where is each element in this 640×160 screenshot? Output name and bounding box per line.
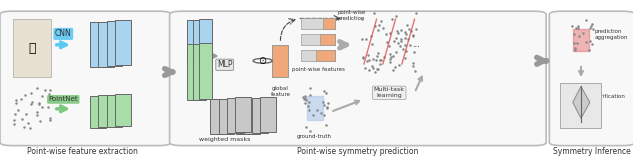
Text: MLP: MLP (217, 60, 232, 69)
FancyBboxPatch shape (301, 34, 335, 45)
FancyBboxPatch shape (260, 97, 276, 132)
FancyBboxPatch shape (199, 19, 212, 59)
Text: ...: ... (116, 44, 124, 52)
FancyBboxPatch shape (170, 11, 546, 146)
FancyBboxPatch shape (99, 95, 114, 127)
FancyBboxPatch shape (560, 83, 601, 128)
Polygon shape (573, 86, 590, 118)
Circle shape (253, 58, 272, 63)
FancyBboxPatch shape (211, 99, 227, 134)
Text: weighted masks: weighted masks (199, 137, 250, 142)
FancyBboxPatch shape (99, 22, 114, 67)
Text: ground-truth: ground-truth (297, 134, 332, 139)
Text: 🪑: 🪑 (28, 41, 35, 55)
Text: point-wise features: point-wise features (292, 67, 345, 72)
Text: ...: ... (116, 108, 124, 116)
FancyBboxPatch shape (235, 97, 251, 132)
FancyBboxPatch shape (187, 20, 199, 60)
FancyBboxPatch shape (193, 44, 205, 100)
Text: global
feature: global feature (270, 86, 291, 97)
Text: point-wise
prediction: point-wise prediction (337, 10, 365, 21)
FancyBboxPatch shape (193, 20, 205, 60)
FancyBboxPatch shape (316, 50, 335, 61)
FancyBboxPatch shape (115, 94, 131, 126)
FancyBboxPatch shape (107, 21, 122, 66)
FancyBboxPatch shape (0, 11, 171, 146)
FancyBboxPatch shape (252, 98, 268, 133)
FancyBboxPatch shape (219, 99, 234, 134)
Text: ⊙: ⊙ (259, 56, 267, 66)
FancyBboxPatch shape (323, 18, 335, 29)
Text: ...: ... (413, 40, 420, 49)
FancyBboxPatch shape (301, 50, 335, 61)
FancyBboxPatch shape (90, 22, 106, 67)
FancyBboxPatch shape (13, 19, 51, 77)
Text: prediction
aggregation: prediction aggregation (595, 29, 628, 40)
FancyBboxPatch shape (272, 45, 288, 77)
FancyBboxPatch shape (549, 11, 635, 146)
FancyBboxPatch shape (107, 95, 122, 127)
FancyBboxPatch shape (319, 34, 335, 45)
FancyBboxPatch shape (90, 96, 106, 128)
Text: PointNet: PointNet (49, 96, 78, 102)
Text: verification: verification (595, 93, 626, 99)
FancyBboxPatch shape (115, 20, 131, 65)
Text: Point-wise feature extraction: Point-wise feature extraction (27, 148, 138, 156)
Text: Symmetry Inference: Symmetry Inference (554, 148, 631, 156)
Text: Point-wise symmetry prediction: Point-wise symmetry prediction (297, 148, 419, 156)
FancyBboxPatch shape (244, 99, 260, 134)
FancyBboxPatch shape (236, 99, 252, 134)
Text: CNN: CNN (55, 29, 72, 38)
FancyBboxPatch shape (301, 18, 335, 29)
FancyBboxPatch shape (199, 43, 212, 99)
FancyBboxPatch shape (227, 98, 243, 133)
FancyBboxPatch shape (187, 44, 199, 100)
Text: Multi-task
learning: Multi-task learning (374, 87, 404, 98)
